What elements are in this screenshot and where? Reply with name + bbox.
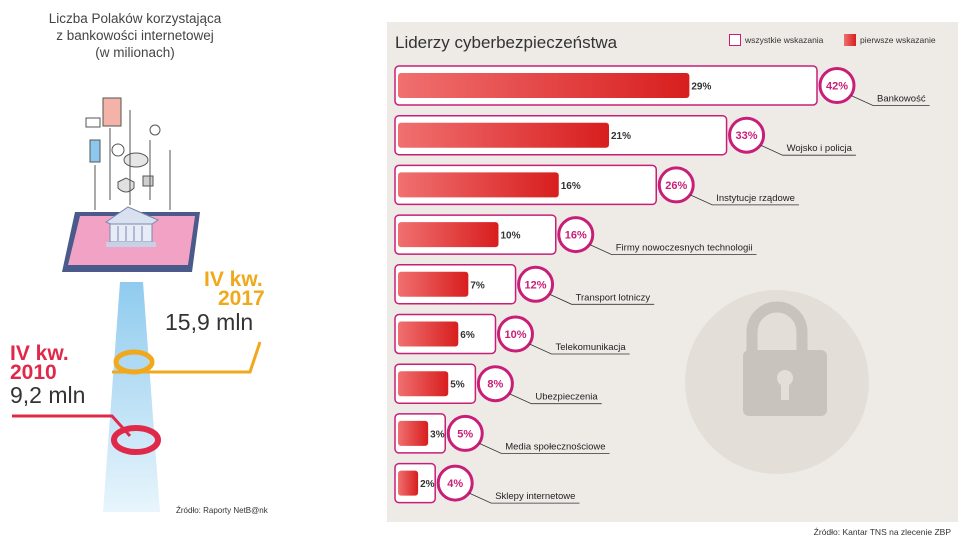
category-label: Telekomunikacja (555, 342, 626, 353)
internet-banking-infographic: Liczba Polaków korzystająca z bankowości… (0, 0, 300, 548)
mail-icon (85, 117, 101, 128)
padlock-icon (142, 175, 154, 187)
chart-svg: 29% 42% Bankowość 21% 33% Wojsko i policja 16%… (394, 65, 930, 504)
value-label-all: 5% (457, 428, 473, 440)
value-label-all: 12% (525, 279, 547, 291)
cloud-icons (85, 97, 171, 210)
bar-first (398, 321, 459, 347)
category-connector (690, 194, 799, 206)
badge-circle (517, 265, 555, 303)
right-source: Źródło: Kantar TNS na zlecenie ZBP (813, 527, 951, 537)
phone-icon (89, 139, 101, 163)
value-label-all: 33% (736, 130, 758, 142)
value-label-all: 26% (665, 180, 687, 192)
label-2010: IV kw. 2010 (10, 342, 69, 384)
left-title-line: (w milionach) (95, 45, 175, 60)
legend-label-all: wszystkie wskazania (745, 35, 824, 45)
badge-circle (728, 116, 766, 154)
left-title: Liczba Polaków korzystająca z bankowości… (20, 10, 250, 61)
value-label-first: 2% (420, 479, 435, 490)
left-title-line: z bankowości internetowej (56, 28, 214, 43)
value-2010: 9,2 mln (10, 382, 86, 408)
badge-circle (818, 67, 856, 104)
badge-circle (657, 166, 695, 204)
cloud-icon (123, 152, 149, 168)
category-connector (479, 443, 610, 454)
category-label: Ubezpieczenia (535, 392, 598, 403)
cyber-leaders-chart: 29% 42% Bankowość 21% 33% Wojsko i policja 16%… (387, 22, 958, 522)
gear-icon (149, 124, 161, 136)
badge-circle (446, 414, 484, 452)
value-label-all: 42% (826, 81, 848, 93)
category-connector (529, 343, 630, 355)
line-2010 (12, 414, 132, 438)
value-2017: 15,9 mln (165, 309, 254, 335)
bar-first (398, 222, 499, 248)
chart-title: Liderzy cyberbezpieczeństwa (395, 33, 618, 52)
phone-illustration (12, 97, 262, 512)
value-label-first: 10% (500, 231, 520, 242)
value-label-first: 5% (450, 380, 465, 391)
legend-all: wszystkie wskazania (729, 34, 823, 46)
ring-2010 (111, 425, 161, 455)
category-label: Bankowość (877, 94, 926, 105)
badge-circle (496, 315, 534, 353)
label-2010-quarter: IV kw. (10, 342, 69, 365)
bar-group: 29% 42% Bankowość 21% 33% Wojsko i policja 16%… (394, 65, 930, 504)
lock-decoration (685, 290, 869, 474)
value-label-first: 29% (691, 82, 711, 93)
value-label-first: 6% (460, 330, 475, 341)
category-label: Media społecznościowe (505, 441, 605, 452)
category-label: Transport lotniczy (576, 292, 651, 303)
value-label-all: 10% (504, 329, 526, 341)
tablet-icon (102, 97, 122, 127)
bar-first (398, 122, 609, 148)
category-connector (509, 393, 602, 405)
bar-first (398, 172, 559, 198)
label-2010-year: 2010 (10, 361, 57, 384)
legend-swatch-all (729, 34, 741, 46)
category-connector (469, 492, 580, 504)
value-label-all: 8% (487, 379, 503, 391)
category-connector (589, 244, 757, 255)
label-2017: IV kw. 2017 (204, 268, 265, 310)
category-label: Firmy nowoczesnych technologii (616, 243, 753, 254)
category-connector (850, 95, 930, 106)
bar-first (398, 73, 690, 98)
bank-icon (104, 206, 160, 247)
value-label-all: 16% (565, 230, 587, 242)
bar-first (398, 420, 429, 446)
badge-circle (557, 216, 595, 254)
category-label: Sklepy internetowe (495, 491, 575, 502)
legend-swatch-first (844, 34, 856, 46)
legend-label-first: pierwsze wskazanie (860, 35, 936, 45)
light-beam (103, 282, 160, 512)
category-label: Instytucje rządowe (716, 193, 795, 204)
shield-icon (117, 177, 135, 193)
label-2017-year: 2017 (218, 287, 265, 310)
badge-circle (476, 365, 514, 403)
bar-first (398, 470, 419, 496)
left-source: Źródło: Raporty NetB@nk (176, 506, 268, 515)
category-connector (549, 293, 655, 305)
value-label-first: 7% (470, 280, 485, 291)
value-label-first: 3% (430, 429, 445, 440)
bar-first (398, 371, 449, 397)
left-title-line: Liczba Polaków korzystająca (48, 11, 222, 26)
value-label-all: 4% (447, 478, 463, 490)
value-label-first: 16% (561, 181, 581, 192)
bar-first (398, 271, 469, 297)
category-connector (760, 144, 856, 156)
label-2017-quarter: IV kw. (204, 268, 263, 291)
category-label: Wojsko i policja (787, 143, 853, 154)
clock-icon (111, 143, 125, 157)
legend-first: pierwsze wskazanie (844, 34, 936, 46)
badge-circle (436, 464, 474, 502)
value-label-first: 21% (611, 131, 631, 142)
line-2017 (112, 341, 262, 374)
